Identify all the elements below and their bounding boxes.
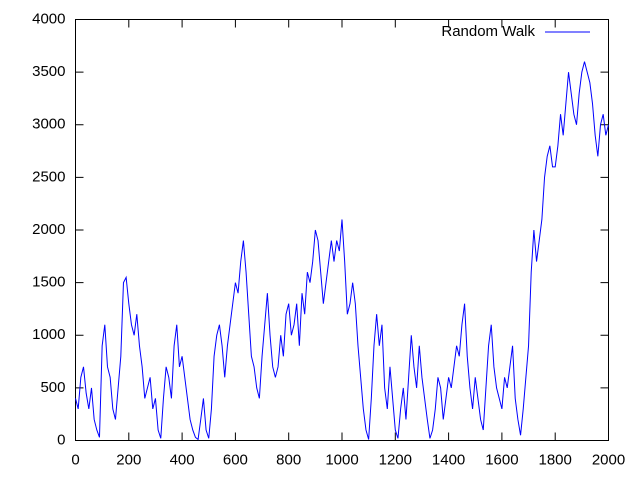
y-tick-label: 1000 [32, 326, 65, 343]
data-line [75, 61, 609, 441]
y-tick-label: 4000 [32, 10, 65, 27]
x-tick-label: 600 [223, 451, 248, 468]
plot-frame [75, 19, 609, 441]
y-tick-label: 2500 [32, 168, 65, 185]
x-tick-label: 2000 [592, 451, 625, 468]
legend-label: Random Walk [441, 23, 535, 40]
y-tick-label: 500 [40, 379, 65, 396]
x-tick-label: 200 [116, 451, 141, 468]
y-tick-label: 0 [57, 431, 65, 448]
x-tick-label: 1800 [539, 451, 572, 468]
x-tick-label: 400 [170, 451, 195, 468]
x-tick-label: 800 [276, 451, 301, 468]
y-tick-label: 3500 [32, 63, 65, 80]
y-tick-label: 2000 [32, 221, 65, 238]
x-tick-label: 0 [71, 451, 79, 468]
x-tick-label: 1400 [432, 451, 465, 468]
x-tick-label: 1200 [379, 451, 412, 468]
y-tick-label: 1500 [32, 274, 65, 291]
y-tick-label: 3000 [32, 116, 65, 133]
x-tick-label: 1000 [325, 451, 358, 468]
x-tick-label: 1600 [485, 451, 518, 468]
